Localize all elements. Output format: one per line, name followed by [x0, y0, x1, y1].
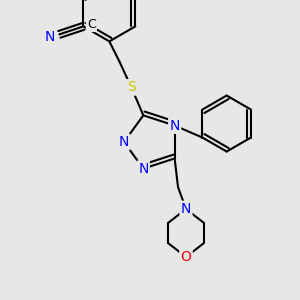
Text: N: N	[44, 30, 55, 44]
Text: N: N	[138, 162, 148, 176]
Text: N: N	[181, 202, 191, 216]
Text: O: O	[181, 250, 191, 264]
Text: N: N	[169, 118, 180, 133]
Text: N: N	[119, 135, 129, 149]
Text: S: S	[127, 80, 136, 94]
Text: C: C	[87, 18, 96, 31]
